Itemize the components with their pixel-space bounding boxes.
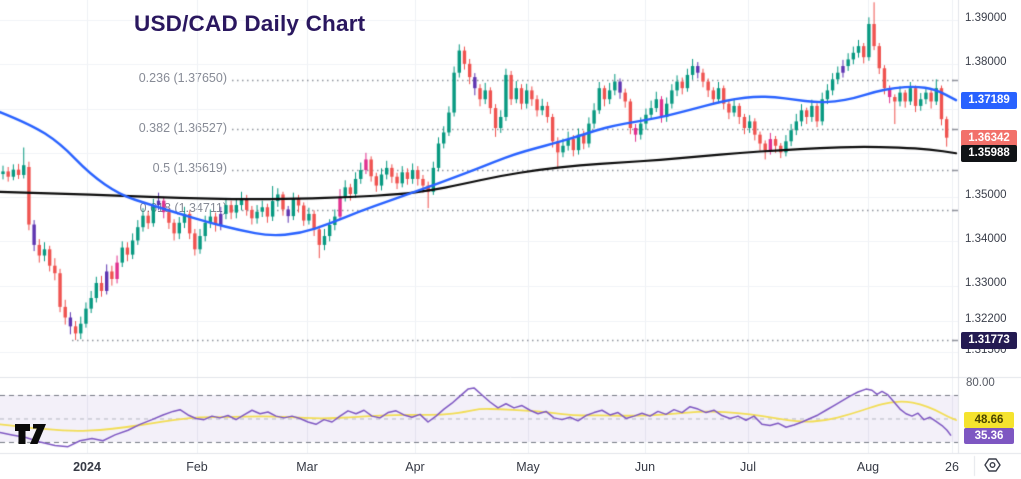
price-axis-label: 1.34000	[965, 233, 1007, 245]
time-label-apr: Apr	[405, 460, 425, 474]
fib-level-price-badge: 1.31773	[961, 332, 1017, 349]
hexagon-eye-icon[interactable]	[983, 457, 1002, 473]
rsi-signal-badge: 48.66	[964, 412, 1014, 428]
time-label-26: 26	[945, 460, 959, 474]
price-axis-label: 1.35000	[965, 189, 1007, 201]
time-label-jul: Jul	[740, 460, 756, 474]
ma-black-price-badge: 1.35988	[961, 145, 1017, 162]
rsi-scale-label-80: 80.00	[966, 377, 995, 389]
time-label-mar: Mar	[296, 460, 318, 474]
time-label-may: May	[516, 460, 540, 474]
time-label-feb: Feb	[186, 460, 208, 474]
time-label-aug: Aug	[856, 460, 880, 474]
chart-title: USD/CAD Daily Chart	[134, 11, 366, 36]
price-axis-label: 1.33000	[965, 277, 1007, 289]
tradingview-logo-icon[interactable]	[14, 423, 50, 445]
price-axis-label: 1.32200	[965, 313, 1007, 325]
price-axis-label: 1.39000	[965, 12, 1007, 24]
last-price-badge: 1.36342	[961, 130, 1017, 147]
ma-blue-price-badge: 1.37189	[961, 92, 1017, 109]
time-label-jun: Jun	[634, 460, 656, 474]
time-label-2024: 2024	[73, 460, 101, 474]
rsi-value-badge: 35.36	[964, 428, 1014, 444]
price-axis-label: 1.38000	[965, 56, 1007, 68]
